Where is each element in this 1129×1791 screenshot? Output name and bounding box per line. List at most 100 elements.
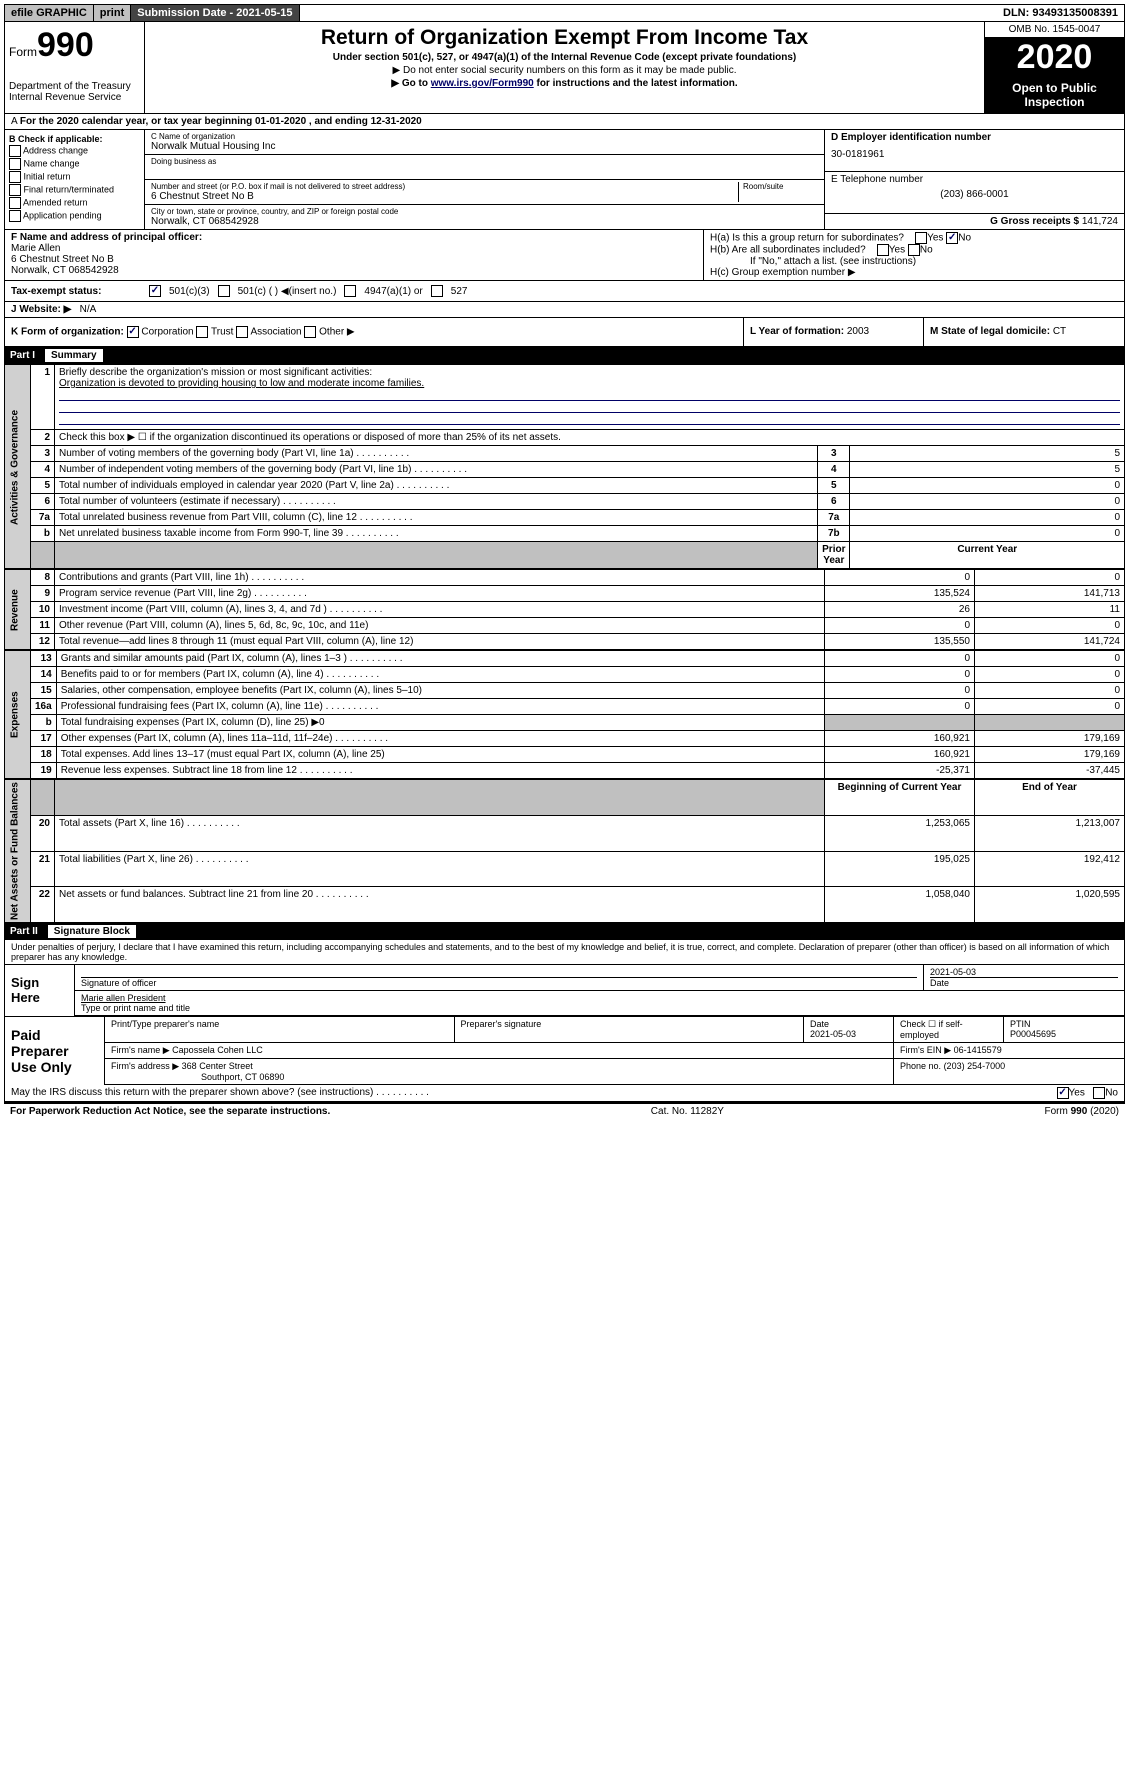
- officer-label: F Name and address of principal officer:: [11, 232, 697, 243]
- side-net-label: Net Assets or Fund Balances: [5, 780, 31, 923]
- year-formation: 2003: [847, 326, 869, 337]
- dept-irs: Internal Revenue Service: [9, 92, 140, 103]
- line16b-text: Total fundraising expenses (Part IX, col…: [56, 715, 824, 731]
- ssn-notice: ▶ Do not enter social security numbers o…: [149, 65, 980, 76]
- check-initial-return[interactable]: Initial return: [9, 171, 140, 183]
- org-name: Norwalk Mutual Housing Inc: [151, 141, 818, 152]
- check-association[interactable]: [236, 326, 248, 338]
- tax-period: A For the 2020 calendar year, or tax yea…: [4, 114, 1125, 130]
- addr-label: Number and street (or P.O. box if mail i…: [151, 182, 738, 191]
- check-501c[interactable]: [218, 285, 230, 297]
- page-footer: For Paperwork Reduction Act Notice, see …: [4, 1103, 1125, 1119]
- discuss-yes[interactable]: [1057, 1087, 1069, 1099]
- hdr-current: Current Year: [850, 542, 1125, 569]
- signature-section: Under penalties of perjury, I declare th…: [4, 940, 1125, 1103]
- check-4947[interactable]: [344, 285, 356, 297]
- expenses-table: Expenses 13Grants and similar amounts pa…: [4, 650, 1125, 779]
- tax-exempt-row: Tax-exempt status: 501(c)(3) 501(c) ( ) …: [4, 281, 1125, 302]
- catalog-number: Cat. No. 11282Y: [651, 1106, 724, 1117]
- ptin-value: P00045695: [1010, 1029, 1056, 1039]
- form-label: Form: [9, 45, 37, 59]
- website-value: N/A: [80, 304, 97, 315]
- type-name-label: Type or print name and title: [81, 1003, 190, 1013]
- paperwork-notice: For Paperwork Reduction Act Notice, see …: [10, 1106, 330, 1117]
- firm-city: Southport, CT 06890: [111, 1072, 284, 1082]
- section-b-label: B Check if applicable:: [9, 134, 140, 144]
- side-governance: Activities & Governance: [5, 365, 31, 569]
- ha-label: H(a) Is this a group return for subordin…: [710, 233, 904, 244]
- check-trust[interactable]: [196, 326, 208, 338]
- form-header: Form990 Department of the Treasury Inter…: [4, 22, 1125, 114]
- hc-label: H(c) Group exemption number ▶: [710, 267, 1118, 278]
- website-row: J Website: ▶ N/A: [4, 302, 1125, 318]
- prep-date-value: 2021-05-03: [810, 1029, 856, 1039]
- line2-text: Check this box ▶ ☐ if the organization d…: [55, 430, 1125, 446]
- discuss-preparer: May the IRS discuss this return with the…: [11, 1087, 1057, 1099]
- firm-ein: 06-1415579: [954, 1045, 1002, 1055]
- hdr-prior: Prior Year: [818, 542, 850, 569]
- dba-label: Doing business as: [151, 157, 818, 166]
- form-number: 990: [37, 26, 94, 64]
- submission-date: Submission Date - 2021-05-15: [131, 5, 299, 21]
- org-name-label: C Name of organization: [151, 132, 818, 141]
- check-corporation[interactable]: [127, 326, 139, 338]
- org-city: Norwalk, CT 068542928: [151, 216, 818, 227]
- officer-name: Marie Allen: [11, 243, 697, 254]
- phone-value: (203) 866-0001: [831, 189, 1118, 200]
- omb-number: OMB No. 1545-0047: [985, 22, 1124, 38]
- hb-label: H(b) Are all subordinates included?: [710, 245, 866, 256]
- state-domicile: CT: [1053, 326, 1066, 337]
- firm-phone: (203) 254-7000: [944, 1061, 1006, 1071]
- self-employed-check[interactable]: Check ☐ if self-employed: [894, 1017, 1004, 1042]
- sig-officer-label: Signature of officer: [81, 977, 917, 988]
- hb-note: If "No," attach a list. (see instruction…: [710, 256, 1118, 267]
- side-expenses-label: Expenses: [5, 651, 31, 779]
- firm-name: Capossela Cohen LLC: [172, 1045, 263, 1055]
- check-application-pending[interactable]: Application pending: [9, 210, 140, 222]
- sig-date-value: 2021-05-03: [930, 967, 976, 977]
- check-name-change[interactable]: Name change: [9, 158, 140, 170]
- dept-treasury: Department of the Treasury: [9, 81, 140, 92]
- open-public-badge: Open to Public Inspection: [985, 77, 1124, 113]
- hdr-end: End of Year: [975, 780, 1125, 816]
- mission-text: Organization is devoted to providing hou…: [59, 378, 424, 389]
- officer-city: Norwalk, CT 068542928: [11, 265, 697, 276]
- check-final-return[interactable]: Final return/terminated: [9, 184, 140, 196]
- org-address: 6 Chestnut Street No B: [151, 191, 738, 202]
- form-subtitle: Under section 501(c), 527, or 4947(a)(1)…: [149, 52, 980, 63]
- city-label: City or town, state or province, country…: [151, 207, 818, 216]
- efile-label: efile GRAPHIC: [5, 5, 94, 21]
- perjury-declaration: Under penalties of perjury, I declare th…: [5, 940, 1124, 964]
- l-label: L Year of formation:: [750, 326, 844, 337]
- check-amended-return[interactable]: Amended return: [9, 197, 140, 209]
- form-title: Return of Organization Exempt From Incom…: [149, 26, 980, 50]
- form-footer-label: Form 990 (2020): [1045, 1106, 1119, 1117]
- room-label: Room/suite: [743, 182, 818, 191]
- gross-receipts-value: 141,724: [1082, 216, 1118, 227]
- firm-address: 368 Center Street: [182, 1061, 253, 1071]
- org-form-row: K Form of organization: Corporation Trus…: [4, 318, 1125, 347]
- top-bar: efile GRAPHIC print Submission Date - 20…: [4, 4, 1125, 22]
- m-label: M State of legal domicile:: [930, 326, 1050, 337]
- line1-label: Briefly describe the organization's miss…: [59, 367, 372, 378]
- officer-addr: 6 Chestnut Street No B: [11, 254, 697, 265]
- k-label: K Form of organization:: [11, 327, 124, 338]
- ein-value: 30-0181961: [831, 149, 1118, 160]
- gross-receipts-label: G Gross receipts $: [990, 216, 1079, 227]
- prep-name-label: Print/Type preparer's name: [111, 1019, 219, 1029]
- check-address-change[interactable]: Address change: [9, 145, 140, 157]
- ein-label: D Employer identification number: [831, 132, 1118, 143]
- sign-here-label: Sign Here: [5, 965, 75, 1016]
- prep-sig-label: Preparer's signature: [461, 1019, 542, 1029]
- officer-name-title: Marie allen President: [81, 993, 166, 1003]
- check-527[interactable]: [431, 285, 443, 297]
- hdr-begin: Beginning of Current Year: [825, 780, 975, 816]
- check-other[interactable]: [304, 326, 316, 338]
- discuss-no[interactable]: [1093, 1087, 1105, 1099]
- part2-header: Part II Signature Block: [4, 923, 1125, 940]
- irs-link[interactable]: www.irs.gov/Form990: [431, 78, 534, 89]
- tax-exempt-label: Tax-exempt status:: [11, 286, 141, 297]
- check-501c3[interactable]: [149, 285, 161, 297]
- tax-year: 2020: [985, 38, 1124, 77]
- print-button[interactable]: print: [94, 5, 131, 21]
